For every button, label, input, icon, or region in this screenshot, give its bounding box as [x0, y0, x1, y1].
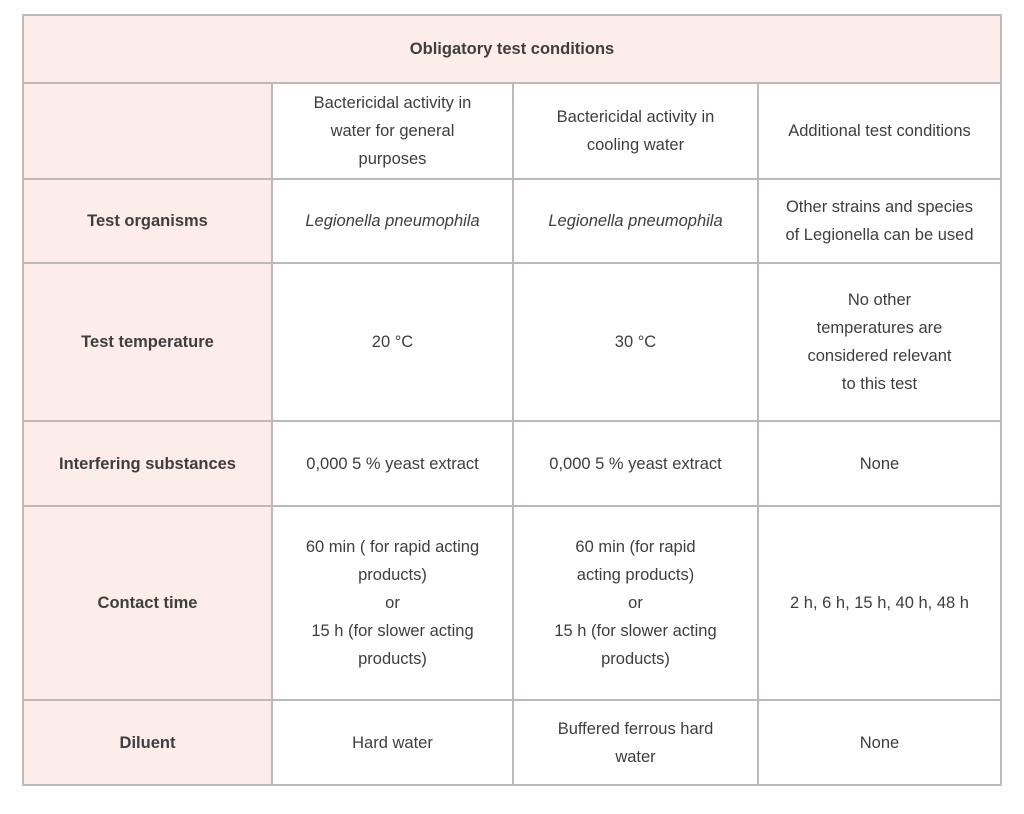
cell-diluent-additional: None — [757, 699, 1002, 786]
row-label-test-temperature: Test temperature — [22, 262, 273, 422]
cell-organisms-general: Legionella pneumophila — [271, 178, 514, 264]
row-label-test-organisms: Test organisms — [22, 178, 273, 264]
cell-temperature-general: 20 °C — [271, 262, 514, 422]
row-contact-time: Contact time 60 min ( for rapid acting p… — [22, 505, 1002, 701]
corner-empty-cell — [22, 82, 273, 180]
row-label-interfering-substances: Interfering substances — [22, 420, 273, 507]
cell-temperature-additional: No other temperatures are considered rel… — [757, 262, 1002, 422]
cell-contact-general: 60 min ( for rapid acting products) or 1… — [271, 505, 514, 701]
cell-interfering-cooling: 0,000 5 % yeast extract — [512, 420, 759, 507]
row-interfering-substances: Interfering substances 0,000 5 % yeast e… — [22, 420, 1002, 507]
col-header-general-purposes: Bactericidal activity in water for gener… — [271, 82, 514, 180]
row-label-diluent: Diluent — [22, 699, 273, 786]
col-header-additional-conditions: Additional test conditions — [757, 82, 1002, 180]
obligatory-test-conditions-table: Obligatory test conditions Bactericidal … — [22, 14, 1002, 786]
cell-contact-cooling: 60 min (for rapid acting products) or 15… — [512, 505, 759, 701]
conditions-table-wrap: Obligatory test conditions Bactericidal … — [22, 14, 1002, 786]
cell-organisms-cooling: Legionella pneumophila — [512, 178, 759, 264]
cell-organisms-additional: Other strains and species of Legionella … — [757, 178, 1002, 264]
row-diluent: Diluent Hard water Buffered ferrous hard… — [22, 699, 1002, 786]
cell-contact-additional: 2 h, 6 h, 15 h, 40 h, 48 h — [757, 505, 1002, 701]
cell-interfering-general: 0,000 5 % yeast extract — [271, 420, 514, 507]
row-label-contact-time: Contact time — [22, 505, 273, 701]
column-header-row: Bactericidal activity in water for gener… — [22, 82, 1002, 180]
row-test-organisms: Test organisms Legionella pneumophila Le… — [22, 178, 1002, 264]
row-test-temperature: Test temperature 20 °C 30 °C No other te… — [22, 262, 1002, 422]
table-title: Obligatory test conditions — [22, 14, 1002, 84]
col-header-cooling-water: Bactericidal activity in cooling water — [512, 82, 759, 180]
title-row: Obligatory test conditions — [22, 14, 1002, 84]
cell-temperature-cooling: 30 °C — [512, 262, 759, 422]
cell-diluent-cooling: Buffered ferrous hard water — [512, 699, 759, 786]
cell-diluent-general: Hard water — [271, 699, 514, 786]
cell-interfering-additional: None — [757, 420, 1002, 507]
